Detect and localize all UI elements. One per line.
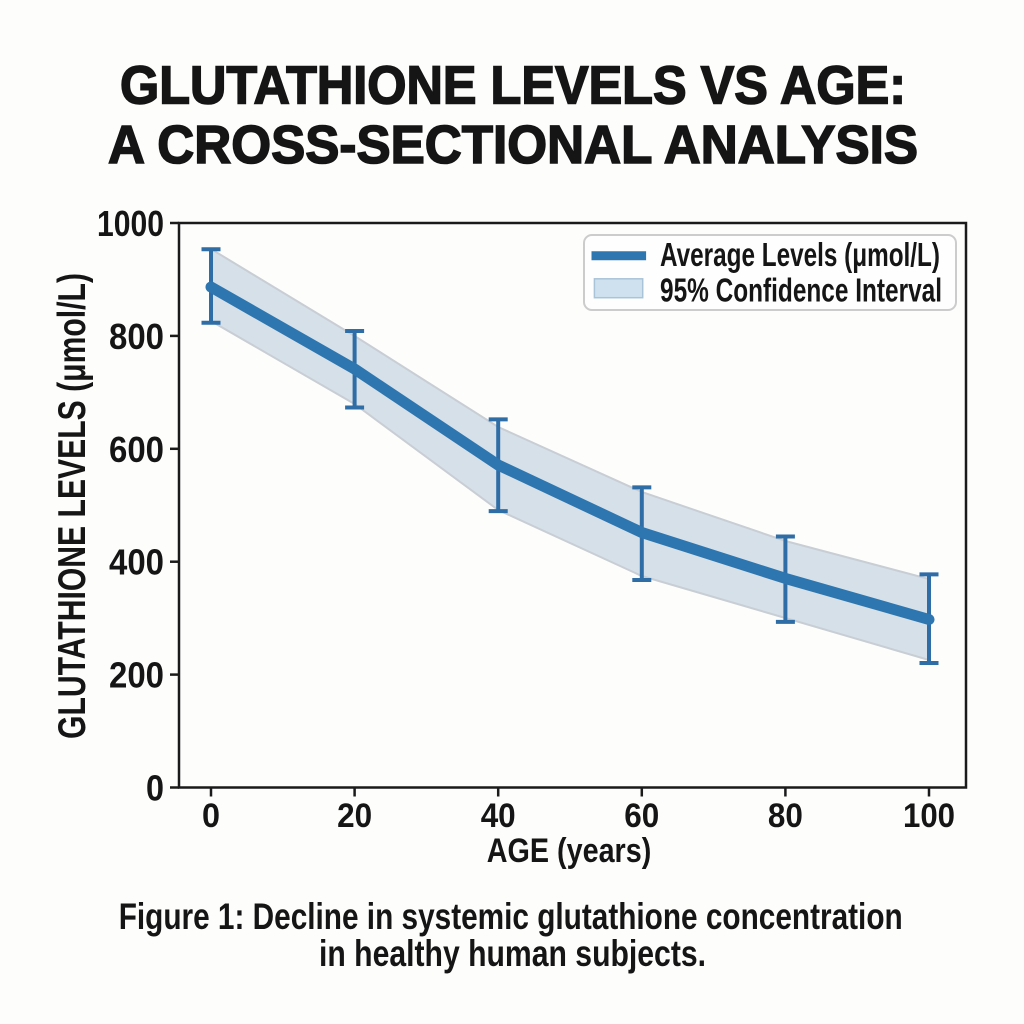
svg-text:800: 800 xyxy=(109,316,164,357)
svg-text:100: 100 xyxy=(903,797,955,835)
svg-text:20: 20 xyxy=(337,797,372,835)
svg-text:GLUTATHIONE LEVELS VS AGE:: GLUTATHIONE LEVELS VS AGE: xyxy=(120,56,906,116)
svg-text:in healthy human subjects.: in healthy human subjects. xyxy=(319,933,706,974)
svg-text:40: 40 xyxy=(481,797,516,835)
svg-text:A CROSS-SECTIONAL ANALYSIS: A CROSS-SECTIONAL ANALYSIS xyxy=(108,115,918,175)
svg-text:Figure 1: Decline in systemic: Figure 1: Decline in systemic glutathion… xyxy=(119,896,903,937)
svg-text:Average Levels (μmol/L): Average Levels (μmol/L) xyxy=(660,237,940,274)
svg-text:200: 200 xyxy=(109,655,164,696)
svg-text:60: 60 xyxy=(624,797,659,835)
svg-text:95% Confidence Interval: 95% Confidence Interval xyxy=(660,273,942,310)
svg-text:1000: 1000 xyxy=(97,203,164,244)
svg-text:0: 0 xyxy=(146,768,164,809)
svg-text:600: 600 xyxy=(109,429,164,470)
svg-text:AGE (years): AGE (years) xyxy=(487,832,652,870)
svg-text:0: 0 xyxy=(202,797,220,835)
svg-text:400: 400 xyxy=(109,542,164,583)
svg-text:GLUTATHIONE LEVELS (μmol/L): GLUTATHIONE LEVELS (μmol/L) xyxy=(51,273,94,739)
svg-text:80: 80 xyxy=(768,797,803,835)
